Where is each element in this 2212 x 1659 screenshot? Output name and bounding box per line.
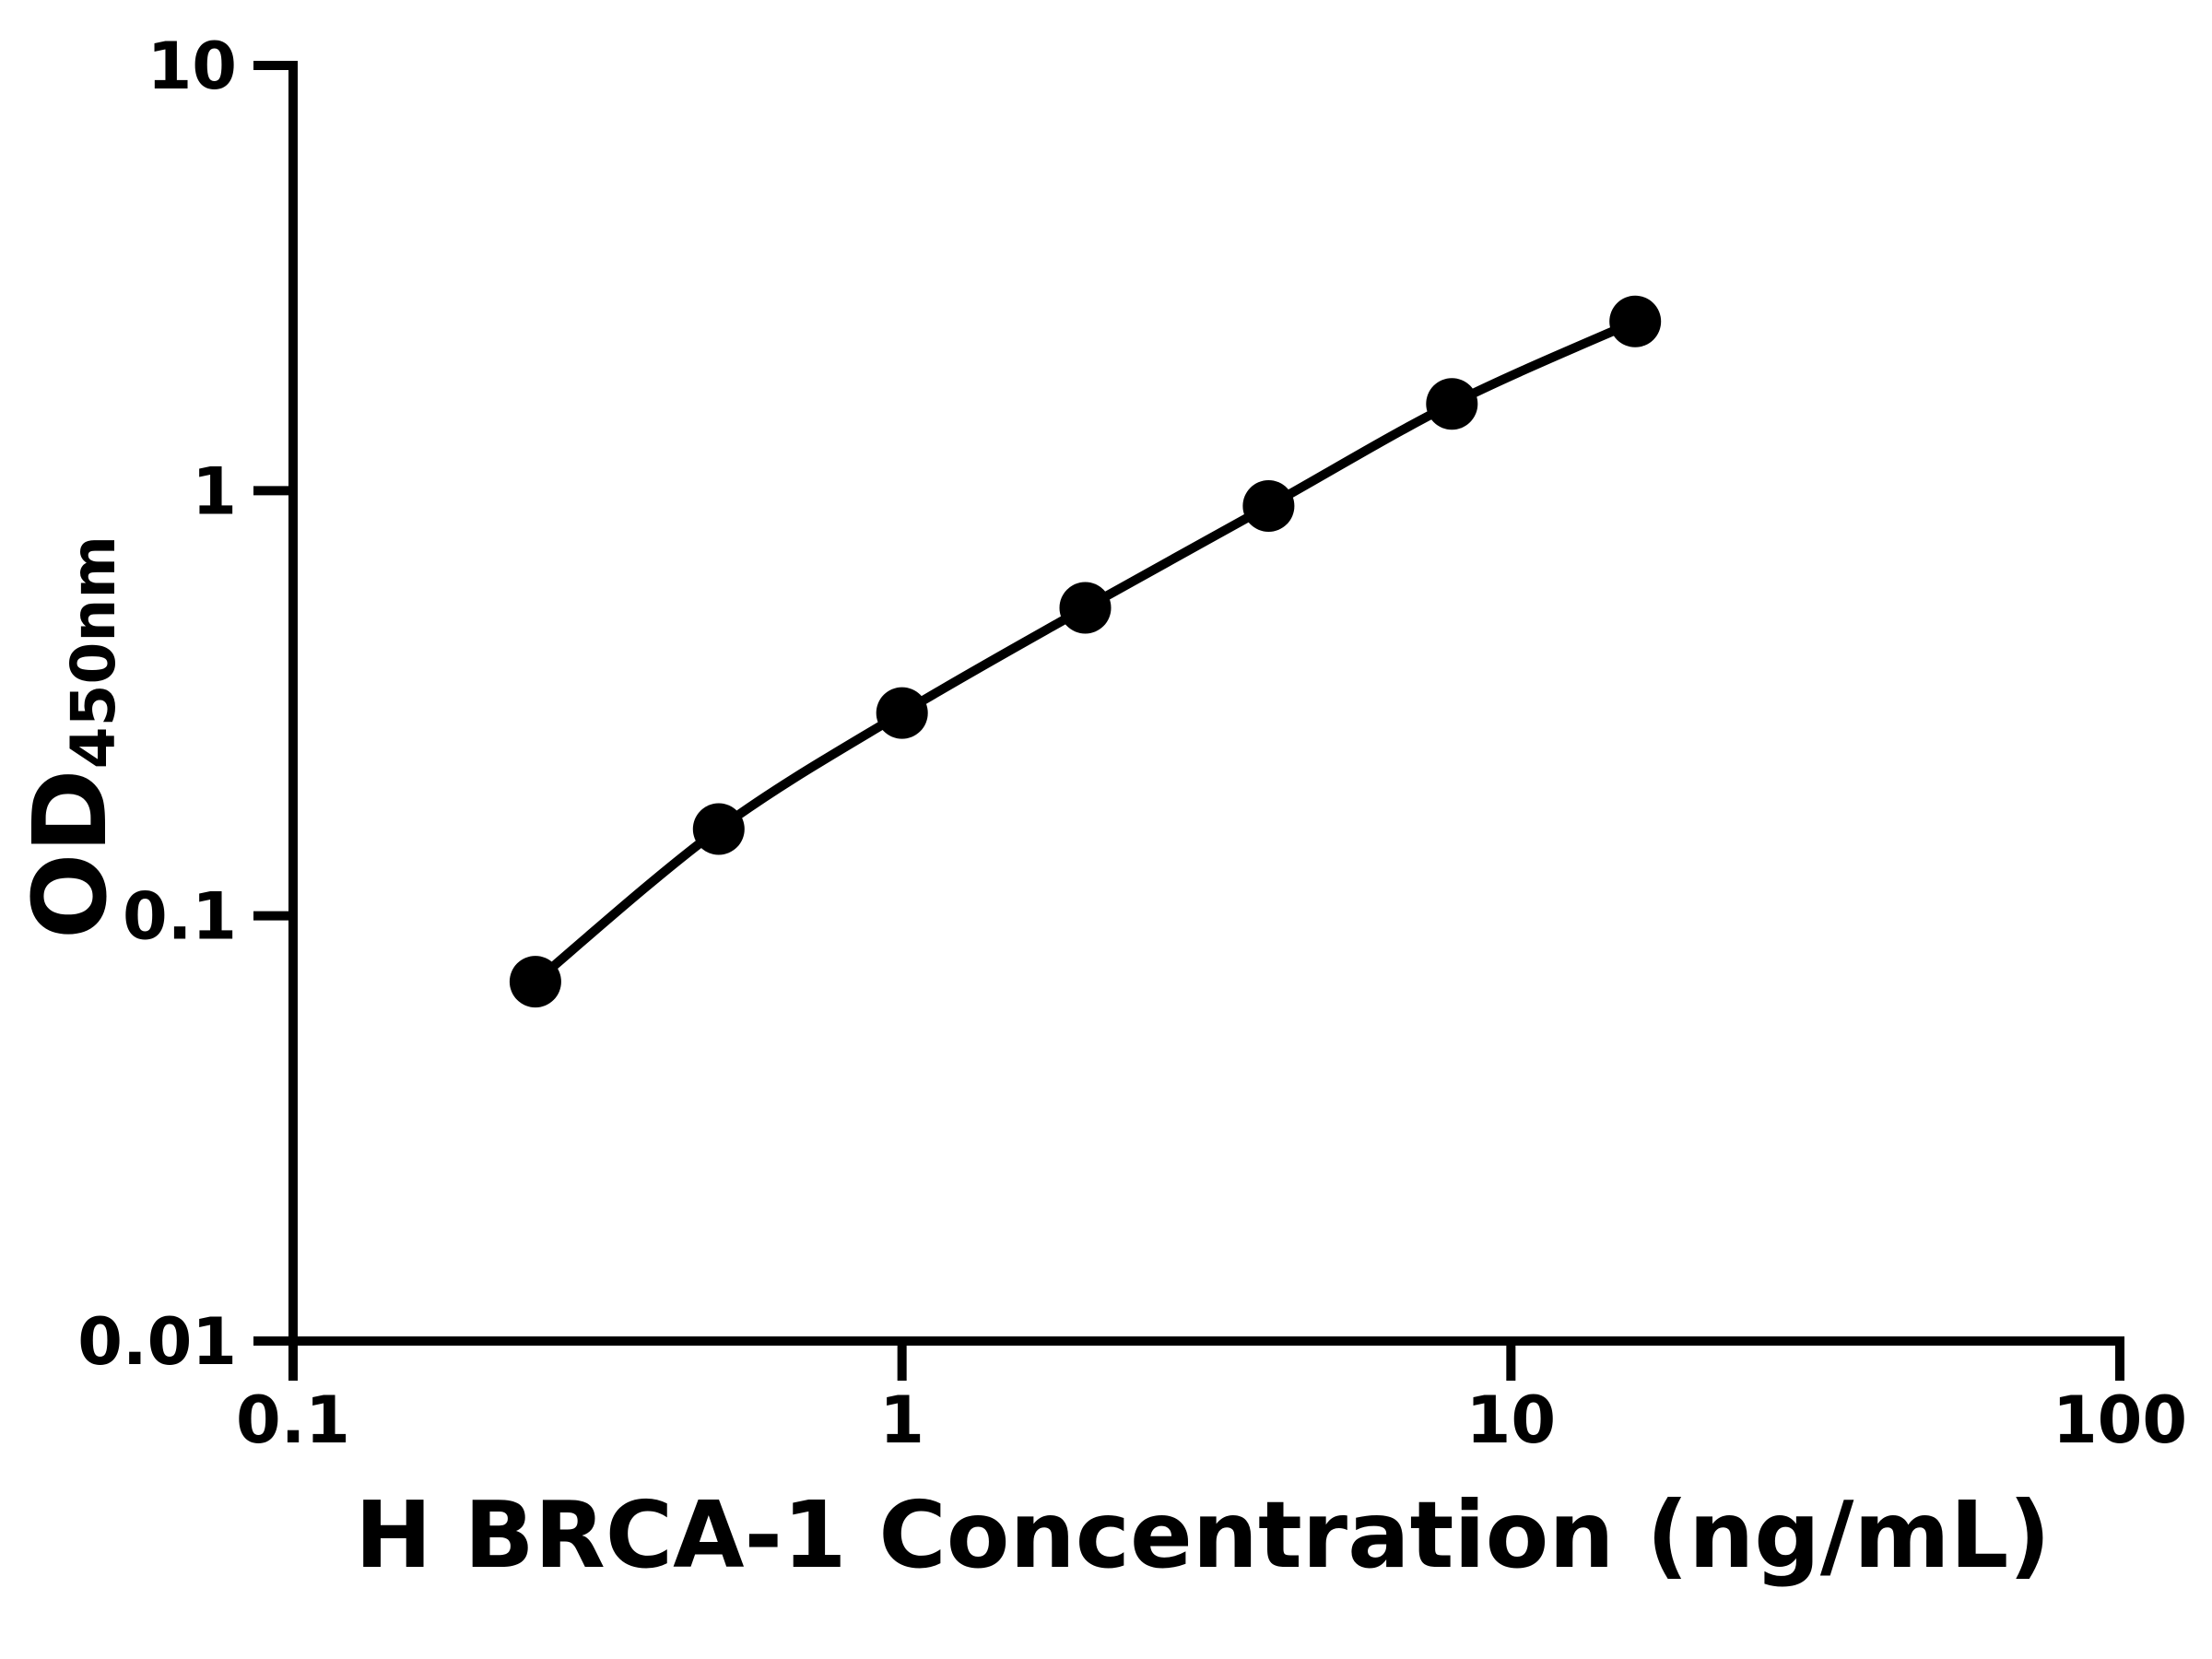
data-point-marker xyxy=(692,803,745,855)
data-points xyxy=(509,295,1662,1008)
data-point-marker xyxy=(1059,582,1112,634)
x-axis-tick-label: 0.1 xyxy=(236,1382,350,1458)
data-point-marker xyxy=(1242,480,1295,532)
data-point-marker xyxy=(1426,378,1478,430)
x-axis-tick-label: 1 xyxy=(879,1382,924,1458)
x-axis-title: H BRCA-1 Concentration (ng/mL) xyxy=(355,1481,2051,1589)
x-axis-tick-label: 10 xyxy=(1466,1382,1556,1458)
y-axis-title-main: OD xyxy=(11,769,129,939)
y-axis-title: OD450nm xyxy=(11,535,129,939)
data-point-marker xyxy=(1609,295,1662,347)
y-axis-tick-label: 0.01 xyxy=(77,1304,237,1380)
data-point-marker xyxy=(509,956,561,1008)
y-axis-tick-label: 10 xyxy=(147,29,237,104)
data-point-marker xyxy=(876,687,928,739)
y-axis-title-subscript: 450nm xyxy=(58,535,129,770)
y-axis-tick-label: 1 xyxy=(192,453,237,529)
x-axis-tick-label: 100 xyxy=(2053,1382,2187,1458)
y-axis-tick-label: 0.1 xyxy=(123,879,237,955)
